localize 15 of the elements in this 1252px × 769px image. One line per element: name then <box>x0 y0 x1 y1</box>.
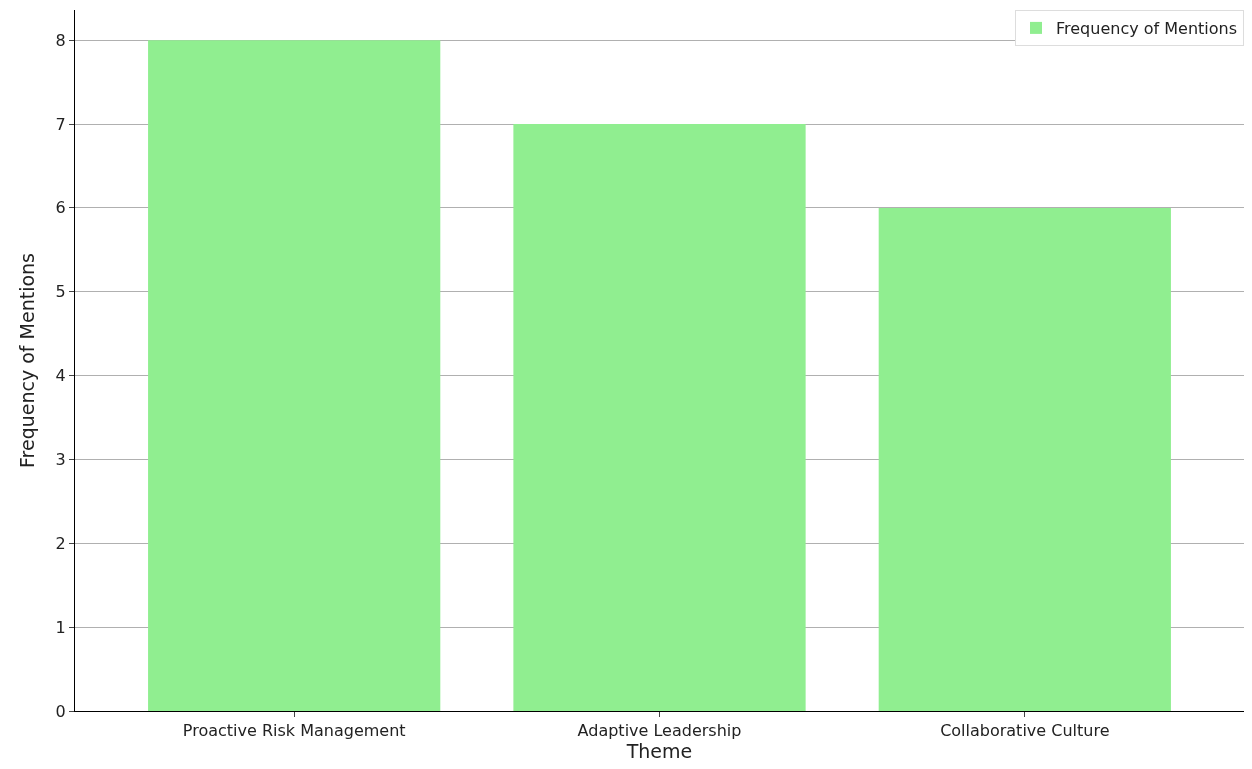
y-tick-label: 2 <box>55 533 66 553</box>
y-tick-label: 1 <box>55 617 66 637</box>
y-tick-label: 0 <box>55 701 66 721</box>
y-tick-label: 4 <box>55 366 66 386</box>
y-tick-label: 5 <box>55 282 66 302</box>
legend-label: Frequency of Mentions <box>1056 19 1238 39</box>
x-tick-label: Collaborative Culture <box>940 721 1110 741</box>
y-tick-label: 8 <box>55 30 66 50</box>
y-tick-label: 6 <box>55 198 66 218</box>
y-axis-title: Frequency of Mentions <box>16 253 39 468</box>
y-tick-label: 7 <box>55 114 66 134</box>
x-tick-label: Proactive Risk Management <box>182 721 406 741</box>
y-tick-label: 3 <box>55 450 66 470</box>
x-axis-title: Theme <box>625 740 693 763</box>
x-tick-label: Adaptive Leadership <box>577 721 742 741</box>
